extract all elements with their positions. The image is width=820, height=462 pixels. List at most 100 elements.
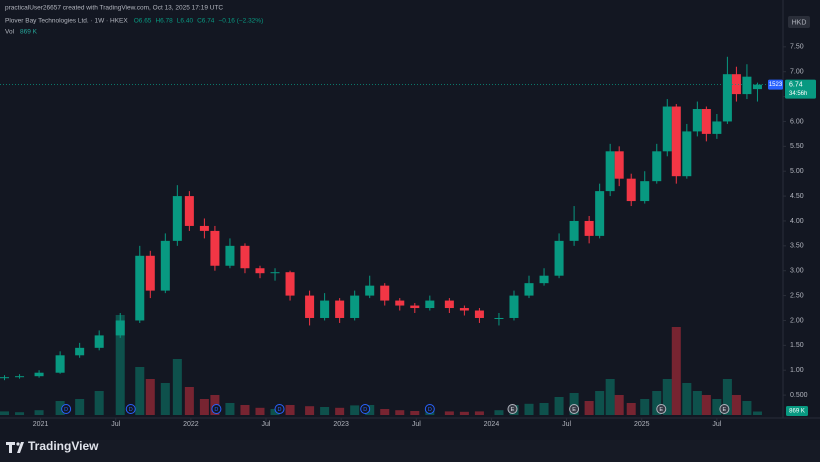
y-tick-label: 1.50 (790, 342, 804, 349)
volume-bar (335, 407, 345, 415)
candle-body (255, 268, 265, 274)
candle-body (145, 255, 155, 291)
event-marker (274, 404, 285, 414)
symbol: Plover Bay Technologies Ltd. · 1W · HKEX (5, 18, 128, 25)
candle-body (569, 220, 579, 241)
y-tick-label: 5.50 (790, 143, 804, 150)
x-tick-label: 2025 (634, 421, 650, 428)
volume-bar (240, 405, 250, 415)
candle-body (199, 225, 209, 231)
candle-body (365, 285, 375, 296)
candle-body (509, 295, 519, 318)
x-tick-label: Jul (262, 421, 271, 428)
volume-bar (270, 409, 280, 415)
candle-body (652, 151, 662, 182)
volume-bar (569, 393, 579, 415)
event-label: E (659, 407, 663, 413)
volume-bar (34, 410, 44, 415)
candle-body (94, 335, 104, 348)
y-tick-label: 4.00 (790, 218, 804, 225)
ohlc-value: O6.65 (134, 18, 152, 25)
logo-icon (16, 442, 20, 446)
y-tick-label: 7.00 (790, 69, 804, 76)
volume-bar (605, 379, 615, 415)
volume-bar (701, 395, 711, 415)
candle-body (459, 308, 469, 311)
volume-bar (722, 379, 732, 415)
candle-body (184, 196, 194, 226)
volume-bar (160, 383, 170, 415)
candle-body (15, 376, 25, 378)
y-tick-label: 3.50 (790, 243, 804, 250)
volume-bar (199, 399, 209, 415)
volume-bar (584, 401, 594, 415)
candle-body (474, 310, 484, 318)
candle-body (614, 151, 624, 179)
ohlc-value: L6.40 (177, 18, 194, 25)
candle-body (410, 305, 420, 309)
candle-body (554, 240, 564, 276)
event-marker (211, 404, 222, 414)
event-label: D (129, 407, 133, 413)
candle-body (55, 355, 65, 373)
volume-bar (184, 387, 194, 415)
event-label: D (428, 407, 432, 413)
credit: practicalUser26657 created with TradingV… (5, 5, 223, 12)
event-marker (719, 404, 730, 414)
candle-body (692, 109, 702, 132)
candle-body (210, 230, 220, 266)
x-tick-label: 2021 (33, 421, 49, 428)
y-tick-label: 2.50 (790, 292, 804, 299)
event-marker (61, 404, 72, 414)
volume-bar (350, 405, 360, 415)
candle-body (335, 300, 345, 318)
candle-body (0, 377, 10, 379)
volume-bar (225, 403, 235, 415)
volume-bar (320, 407, 330, 415)
volume-bar (135, 367, 145, 415)
event-marker (507, 404, 518, 414)
y-tick-label: 1.00 (790, 367, 804, 374)
ohlc-value: −0.16 (−2.32%) (218, 18, 263, 25)
x-tick-label: 2022 (183, 421, 199, 428)
candle-body (225, 245, 235, 266)
volume-label: 869 K (789, 409, 805, 415)
price-label: 6.74 (789, 81, 803, 88)
x-tick-label: Jul (562, 421, 571, 428)
countdown: 34:56h (789, 91, 807, 97)
volume-bar (75, 399, 85, 415)
event-label: E (572, 407, 576, 413)
volume-bar (742, 401, 752, 415)
candle-body (240, 245, 250, 269)
x-tick-label: Jul (412, 421, 421, 428)
volume-bar (115, 315, 125, 415)
volume-bar (494, 410, 504, 415)
candle-body (701, 109, 711, 134)
volume-bar (539, 403, 549, 415)
candle-body (115, 320, 125, 336)
candle-body (626, 178, 636, 202)
x-tick-label: Jul (111, 421, 120, 428)
event-label: D (64, 407, 68, 413)
volume-title: Vol (5, 29, 15, 36)
currency: HKD (792, 19, 807, 26)
x-tick-label: Jul (712, 421, 721, 428)
volume-badge (786, 406, 808, 416)
candle-body (444, 300, 454, 309)
y-tick-label: 0.500 (790, 392, 808, 399)
event-label: D (278, 407, 282, 413)
candle-body (682, 131, 692, 177)
candle-body (752, 84, 762, 90)
volume-bar (554, 397, 564, 415)
candle-body (395, 300, 405, 306)
logo-text: TradingView (28, 439, 99, 453)
event-marker (424, 404, 435, 414)
candle-body (34, 372, 44, 377)
candle-body (425, 300, 435, 309)
event-label: E (511, 407, 515, 413)
candle-body (160, 240, 170, 291)
candle-body (172, 196, 182, 241)
volume-bar (524, 403, 534, 415)
